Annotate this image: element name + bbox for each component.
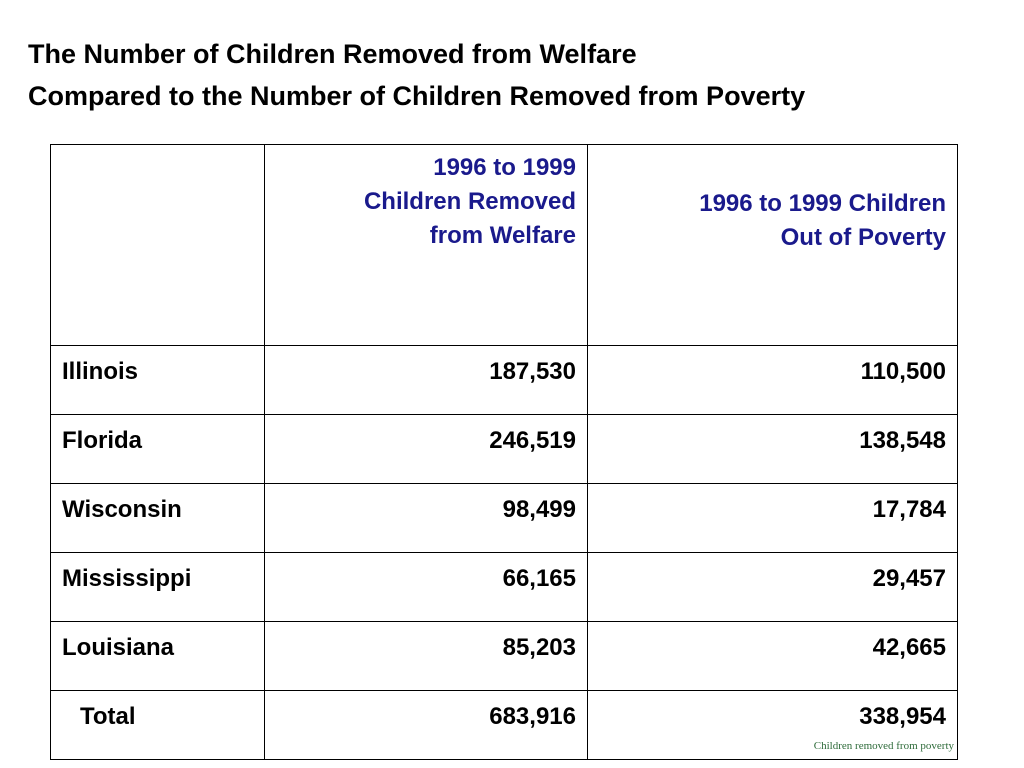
table-row: Louisiana 85,203 42,665 bbox=[50, 621, 958, 691]
total-label: Total bbox=[80, 703, 136, 730]
welfare-cell: 85,203 bbox=[264, 621, 588, 691]
poverty-cell: 29,457 bbox=[587, 552, 958, 622]
state-cell: Mississippi bbox=[50, 552, 265, 622]
state-cell: Louisiana bbox=[50, 621, 265, 691]
welfare-cell: 246,519 bbox=[264, 414, 588, 484]
data-table: 1996 to 1999 Children Removed from Welfa… bbox=[50, 144, 958, 760]
header-poverty-line-1: 1996 to 1999 Children bbox=[699, 190, 946, 217]
table-row: Mississippi 66,165 29,457 bbox=[50, 552, 958, 622]
poverty-cell: 17,784 bbox=[587, 483, 958, 553]
title-line-1: The Number of Children Removed from Welf… bbox=[28, 39, 637, 69]
welfare-cell: 98,499 bbox=[264, 483, 588, 553]
header-welfare-line-2: Children Removed bbox=[363, 188, 576, 215]
title-line-2: Compared to the Number of Children Remov… bbox=[28, 81, 806, 111]
header-poverty: 1996 to 1999 Children Out of Poverty bbox=[587, 144, 958, 346]
total-welfare-cell: 683,916 bbox=[264, 690, 588, 760]
poverty-cell: 110,500 bbox=[587, 345, 958, 415]
total-poverty-cell: 338,954 bbox=[587, 690, 958, 760]
poverty-cell: 138,548 bbox=[587, 414, 958, 484]
welfare-cell: 66,165 bbox=[264, 552, 588, 622]
total-label-cell: Total bbox=[50, 690, 265, 760]
table-row: Florida 246,519 138,548 bbox=[50, 414, 958, 484]
total-row: Total 683,916 338,954 bbox=[50, 690, 958, 760]
header-welfare-line-1: 1996 to 1999 bbox=[433, 154, 576, 181]
header-welfare: 1996 to 1999 Children Removed from Welfa… bbox=[264, 144, 588, 346]
header-welfare-line-3: from Welfare bbox=[429, 222, 576, 249]
table-row: Wisconsin 98,499 17,784 bbox=[50, 483, 958, 553]
state-cell: Illinois bbox=[50, 345, 265, 415]
table-header-row: 1996 to 1999 Children Removed from Welfa… bbox=[50, 144, 958, 346]
footer-note: Children removed from poverty bbox=[813, 740, 954, 752]
slide-title: The Number of Children Removed from Welf… bbox=[28, 33, 1018, 117]
header-poverty-line-2: Out of Poverty bbox=[780, 224, 946, 251]
poverty-cell: 42,665 bbox=[587, 621, 958, 691]
header-empty-cell bbox=[50, 144, 265, 346]
state-cell: Florida bbox=[50, 414, 265, 484]
state-cell: Wisconsin bbox=[50, 483, 265, 553]
table-row: Illinois 187,530 110,500 bbox=[50, 345, 958, 415]
welfare-cell: 187,530 bbox=[264, 345, 588, 415]
